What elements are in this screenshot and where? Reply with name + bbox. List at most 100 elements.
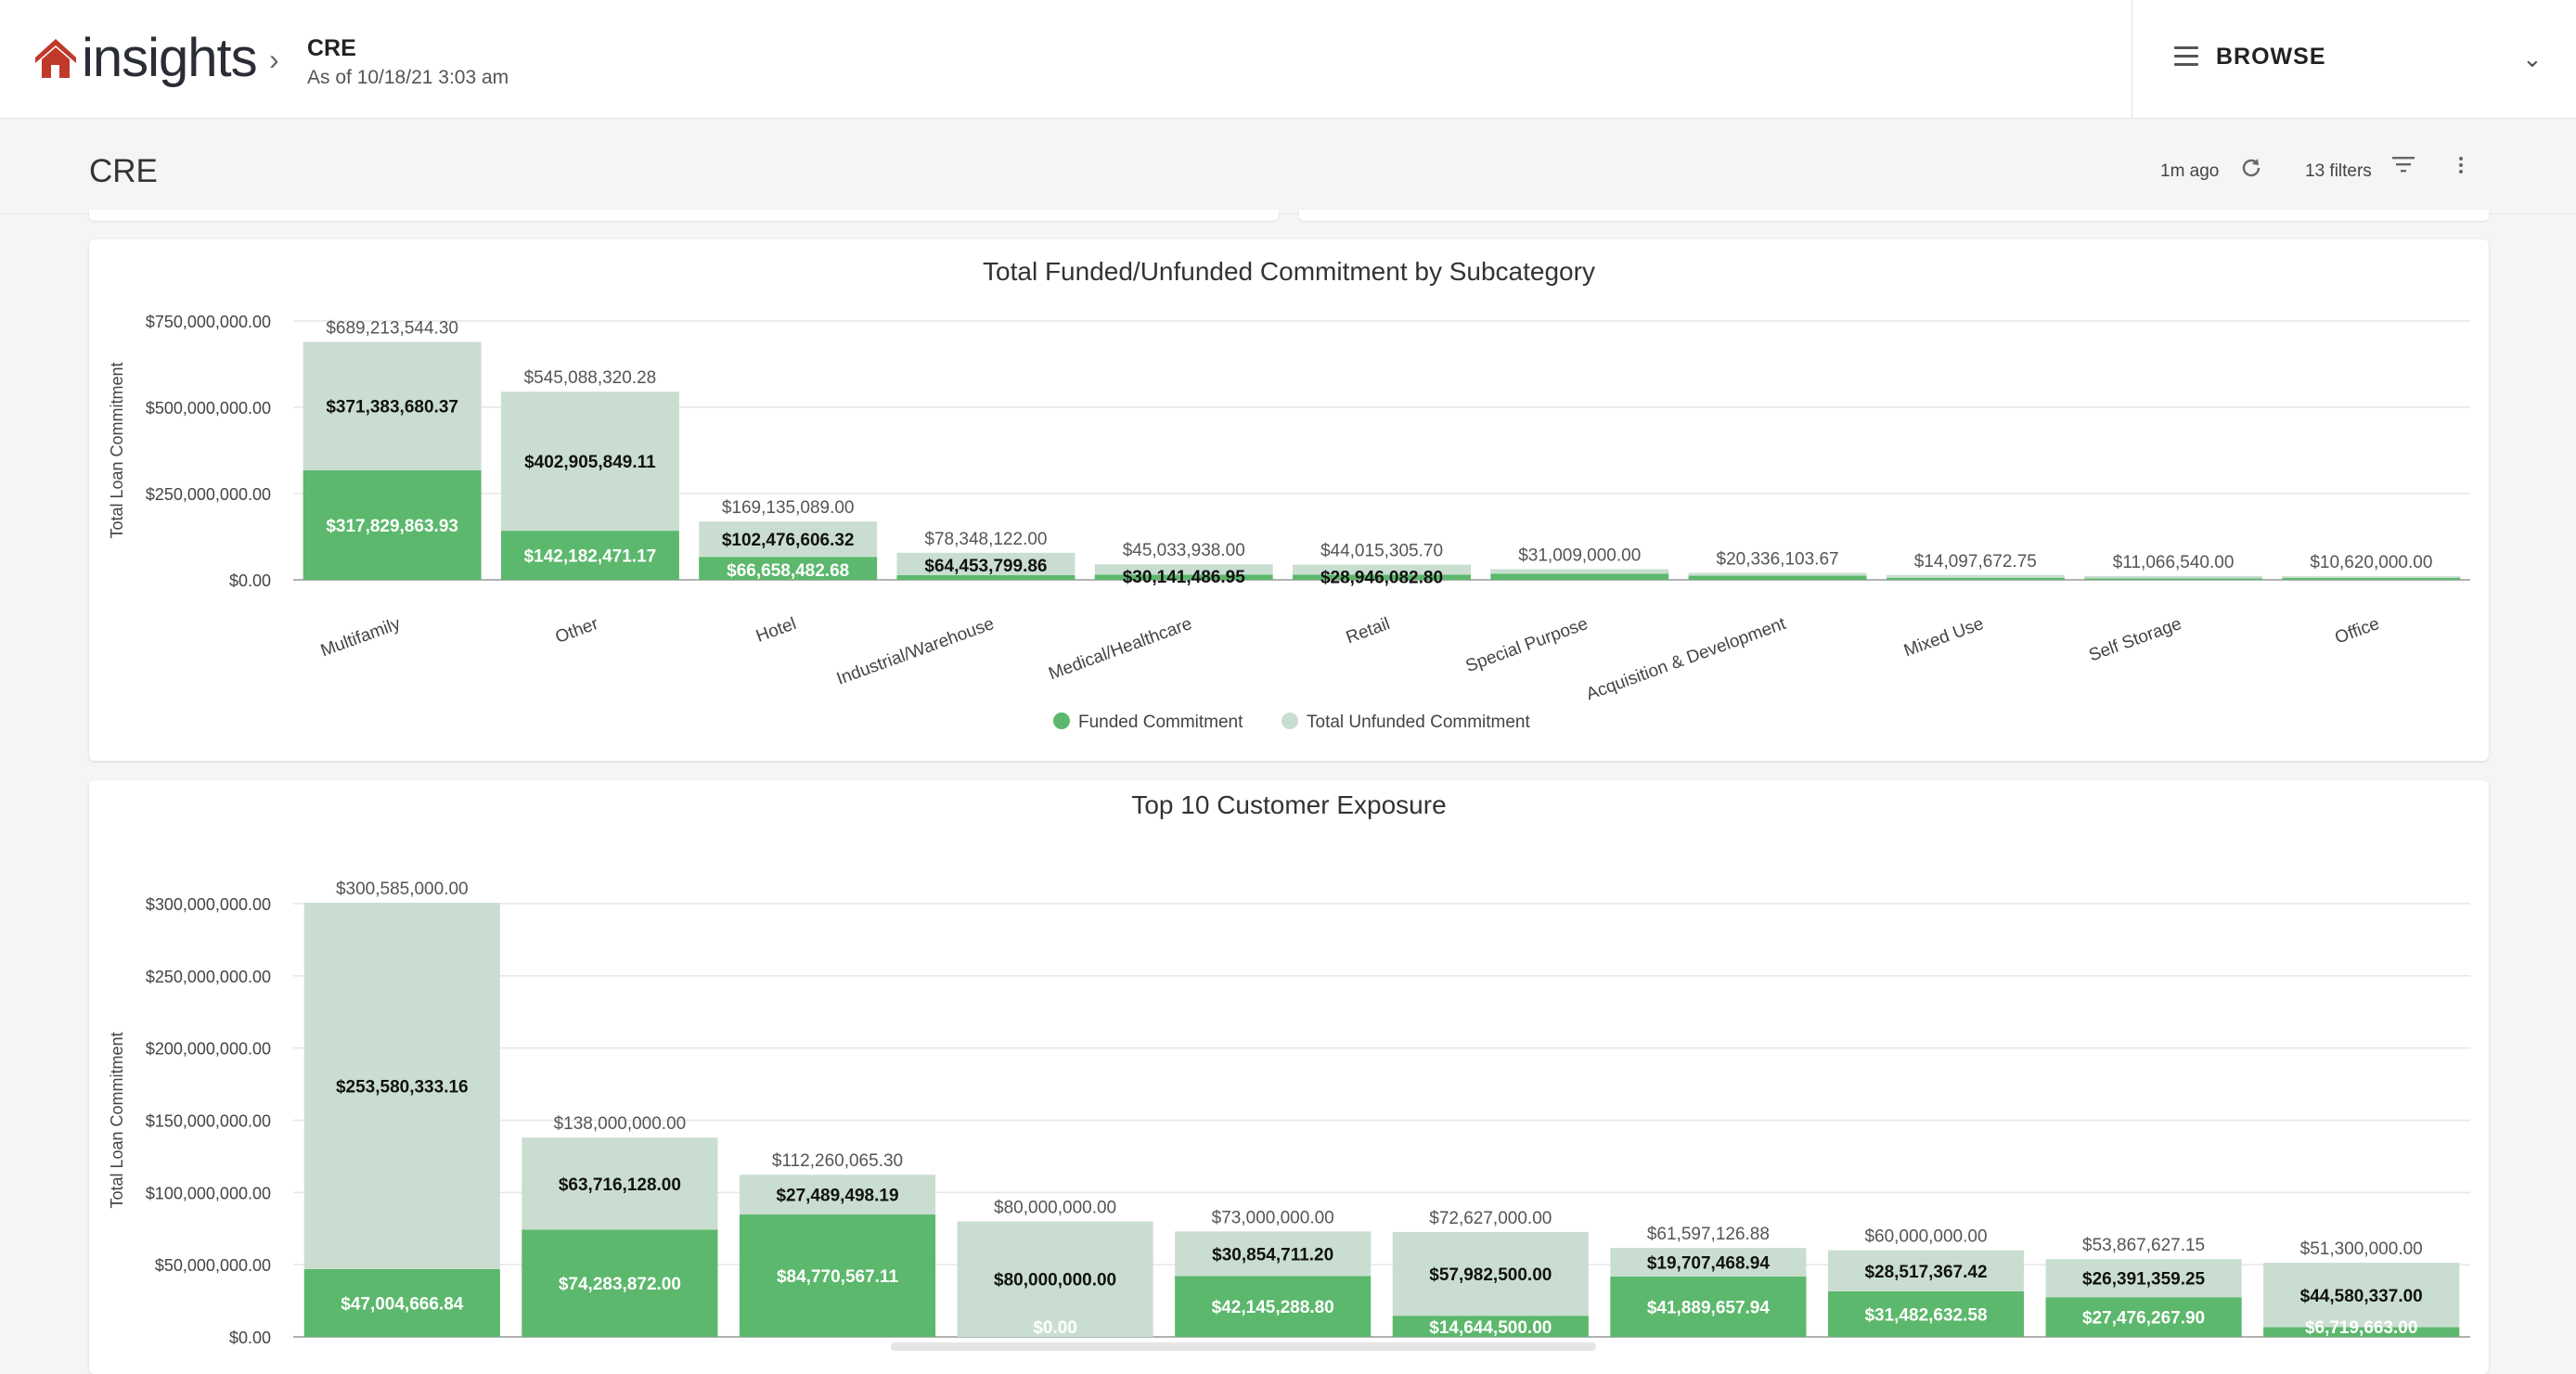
y-tick-label: $250,000,000.00 (146, 968, 271, 986)
data-label-total: $689,213,544.30 (326, 319, 458, 339)
data-label-unfunded: $19,707,468.94 (1647, 1253, 1771, 1273)
bar-funded-commitment (500, 531, 679, 580)
data-label-total: $78,348,122.00 (924, 530, 1047, 549)
data-label-total: $112,260,065.30 (772, 1151, 903, 1171)
refresh-icon[interactable] (2239, 156, 2263, 180)
x-tick-label: Mixed Use (1901, 614, 1987, 661)
bar-funded-commitment (2263, 1327, 2460, 1337)
chart-title: Top 10 Customer Exposure (1131, 790, 1446, 819)
y-tick-label: $0.00 (229, 1329, 271, 1347)
data-label-unfunded: $26,391,359.25 (2082, 1270, 2206, 1290)
x-tick-label: Acquisition & Development (1584, 614, 1789, 705)
data-label-unfunded: $27,489,498.19 (776, 1187, 898, 1206)
y-tick-label: $750,000,000.00 (146, 313, 271, 331)
data-label-unfunded: $102,476,606.32 (722, 531, 855, 550)
data-label-unfunded: $30,141,486.95 (1123, 568, 1246, 587)
insights-logo[interactable]: insights (33, 26, 258, 91)
data-label-unfunded: $28,946,082.80 (1320, 569, 1443, 588)
hamburger-menu-icon (2174, 46, 2198, 67)
bar-unfunded-commitment (1886, 574, 2065, 578)
data-label-total: $72,627,000.00 (1429, 1209, 1552, 1228)
bar-funded-commitment (303, 1268, 500, 1337)
bar-unfunded-commitment (303, 903, 500, 1269)
data-label-total: $80,000,000.00 (994, 1198, 1116, 1217)
data-label-total: $44,015,305.70 (1320, 542, 1443, 561)
data-label-unfunded: $253,580,333.16 (336, 1077, 469, 1097)
bar-unfunded-commitment (739, 1175, 936, 1215)
bar-funded-commitment (1392, 1316, 1589, 1337)
subcategory-commitment-chart: Total Funded/Unfunded Commitment by Subc… (108, 257, 2470, 732)
top-navigation-bar: insights › CRE As of 10/18/21 3:03 am BR… (0, 0, 2576, 119)
bar-unfunded-commitment (1490, 569, 1669, 574)
x-tick-label: Office (2333, 614, 2382, 648)
bar-funded-commitment (2084, 578, 2263, 580)
data-label-total: $60,000,000.00 (1864, 1227, 1987, 1247)
filter-icon[interactable] (2390, 154, 2416, 174)
x-tick-label: Hotel (753, 614, 799, 647)
bar-unfunded-commitment (500, 392, 679, 532)
y-axis-label: Total Loan Commitment (108, 362, 126, 538)
bar-unfunded-commitment (522, 1137, 718, 1230)
data-label-funded: $142,182,471.17 (524, 547, 657, 567)
data-label-funded: $47,004,666.84 (341, 1294, 464, 1314)
logo-text: insights (82, 28, 258, 88)
data-label-total: $545,088,320.28 (524, 368, 657, 388)
browse-label: BROWSE (2216, 44, 2326, 70)
more-vertical-icon[interactable] (2454, 154, 2468, 182)
data-label-unfunded: $44,580,337.00 (2300, 1287, 2423, 1306)
chevron-right-icon: › (269, 43, 279, 76)
data-label-total: $169,135,089.00 (722, 498, 855, 518)
x-tick-label: Medical/Healthcare (1046, 614, 1194, 684)
data-label-total: $51,300,000.00 (2300, 1239, 2423, 1259)
bar-unfunded-commitment (2045, 1259, 2242, 1298)
data-label-total: $45,033,938.00 (1123, 541, 1245, 560)
filters-count-button[interactable]: 13 filters (2305, 161, 2372, 181)
data-label-total: $10,620,000.00 (2310, 553, 2432, 572)
data-label-total: $61,597,126.88 (1647, 1225, 1770, 1244)
subcategory-commitment-tile: Total Funded/Unfunded Commitment by Subc… (89, 239, 2489, 761)
y-tick-label: $250,000,000.00 (146, 485, 271, 504)
bar-unfunded-commitment (2263, 1263, 2460, 1328)
data-label-unfunded: $57,982,500.00 (1429, 1265, 1552, 1285)
horizontal-scrollbar[interactable] (891, 1342, 1596, 1351)
top-customer-exposure-chart: Top 10 Customer Exposure Total Loan Commi… (108, 790, 2470, 1347)
bar-unfunded-commitment (1175, 1231, 1372, 1277)
y-tick-label: $300,000,000.00 (146, 895, 271, 914)
data-label-total: $73,000,000.00 (1212, 1208, 1334, 1227)
bar-unfunded-commitment (1392, 1231, 1589, 1316)
bar-unfunded-commitment (2084, 575, 2263, 579)
data-label-unfunded: $64,453,799.86 (924, 557, 1047, 576)
data-label-funded: $27,476,267.90 (2082, 1309, 2205, 1329)
data-label-funded: $42,145,288.80 (1212, 1298, 1334, 1317)
data-label-funded: $0.00 (1033, 1318, 1077, 1338)
breadcrumb-subtitle: As of 10/18/21 3:03 am (307, 67, 509, 88)
data-label-funded: $41,889,657.94 (1647, 1298, 1771, 1317)
bar-funded-commitment (1886, 577, 2065, 580)
y-tick-label: $0.00 (229, 571, 271, 590)
data-label-unfunded: $28,517,367.42 (1864, 1263, 1987, 1282)
x-tick-label: Other (553, 614, 601, 648)
bar-funded-commitment (896, 574, 1075, 580)
data-label-total: $300,585,000.00 (336, 880, 469, 899)
data-label-funded: $84,770,567.11 (777, 1267, 898, 1287)
dashboard-toolbar: CRE 1m ago 13 filters (0, 119, 2576, 214)
bar-unfunded-commitment (1827, 1250, 2025, 1291)
bar-funded-commitment (1827, 1291, 2025, 1337)
bar-funded-commitment (1490, 573, 1669, 580)
y-tick-label: $150,000,000.00 (146, 1112, 271, 1131)
breadcrumb-title[interactable]: CRE (307, 35, 356, 61)
data-label-unfunded: $63,716,128.00 (559, 1175, 681, 1195)
previous-tile-left (89, 210, 1279, 221)
data-label-unfunded: $80,000,000.00 (994, 1271, 1116, 1291)
bar-unfunded-commitment (2282, 576, 2461, 578)
y-axis-label: Total Loan Commitment (108, 1032, 126, 1208)
browse-menu[interactable]: BROWSE ⌄ (2132, 0, 2576, 118)
bar-unfunded-commitment (1688, 572, 1867, 576)
x-tick-label: Multifamily (318, 614, 404, 661)
data-label-funded: $317,829,863.93 (326, 517, 458, 536)
chevron-down-icon: ⌄ (2522, 45, 2543, 72)
data-label-funded: $66,658,482.68 (727, 561, 849, 581)
top-customer-exposure-tile: Top 10 Customer Exposure Total Loan Commi… (89, 780, 2489, 1374)
data-label-funded: $6,719,663.00 (2305, 1318, 2418, 1338)
legend-marker (1053, 713, 1070, 729)
